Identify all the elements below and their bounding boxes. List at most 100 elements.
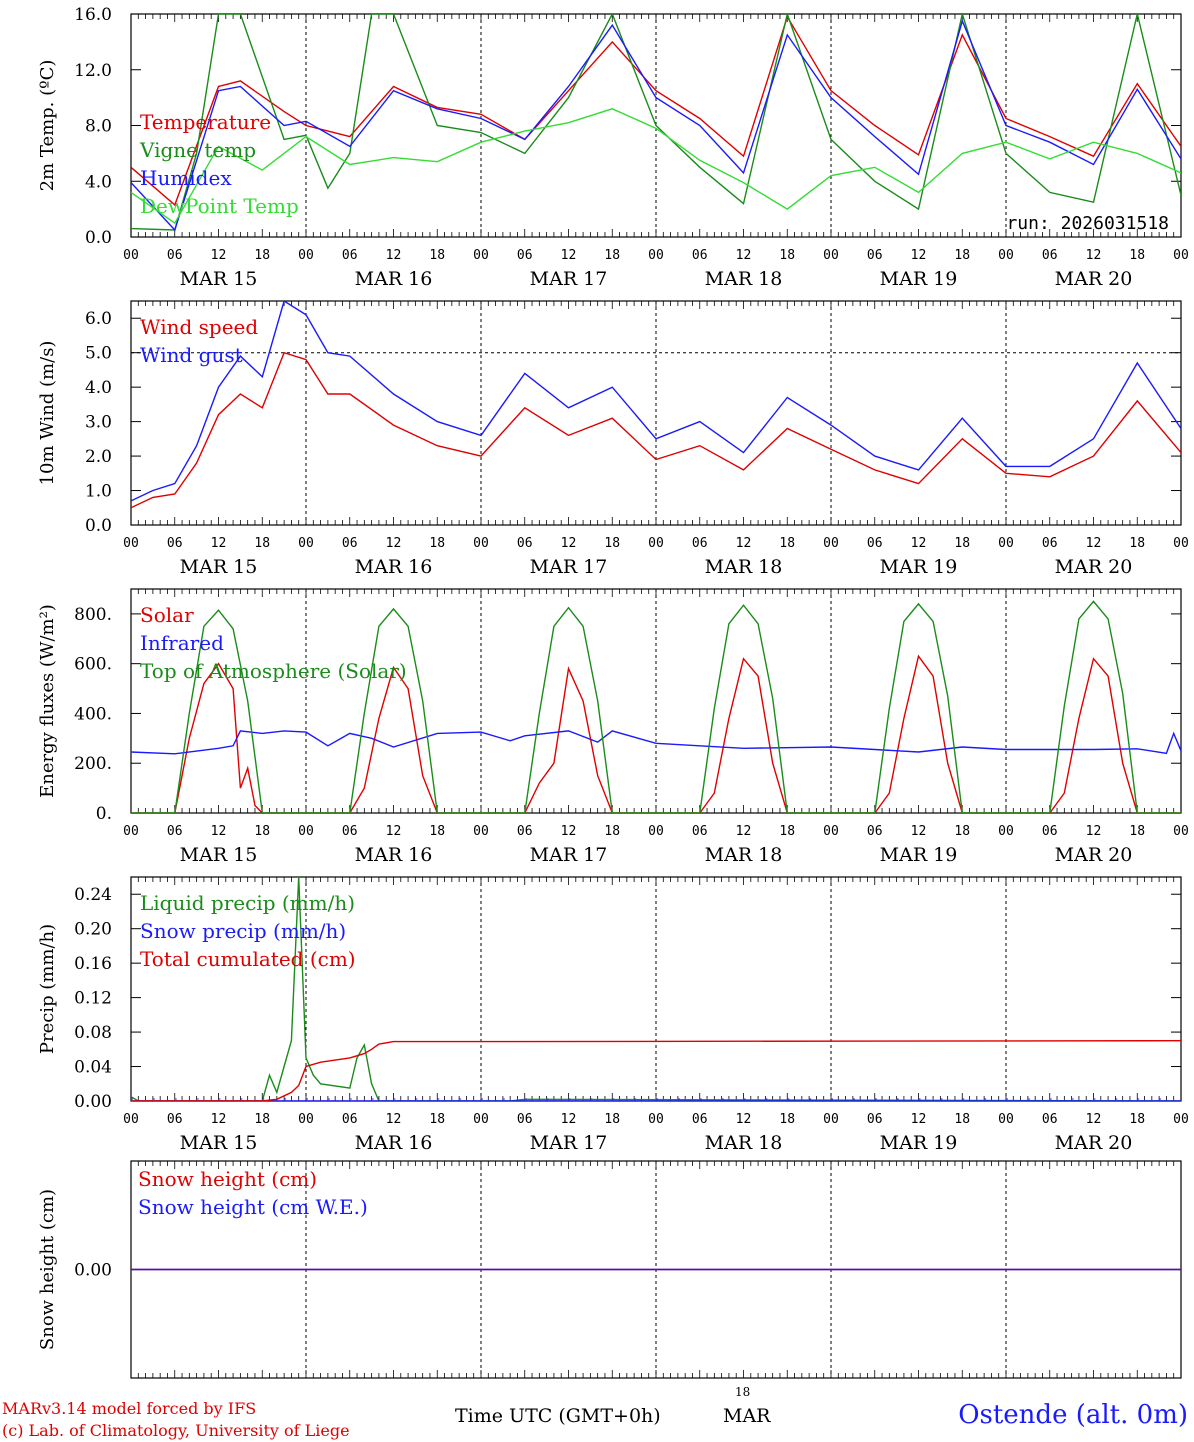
series-line-infrared bbox=[131, 730, 1181, 755]
x-tick-label: 18 bbox=[429, 824, 445, 839]
x-tick-label: 18 bbox=[254, 536, 270, 551]
x-tick-label: 00 bbox=[1173, 1112, 1189, 1127]
x-tick-label: 18 bbox=[779, 1112, 795, 1127]
legend-entry: Wind speed bbox=[140, 315, 258, 339]
x-tick-label: 06 bbox=[1042, 248, 1058, 263]
x-tick-label: 12 bbox=[386, 536, 402, 551]
y-tick-label: 0. bbox=[96, 804, 112, 824]
day-label: MAR 20 bbox=[1055, 268, 1133, 290]
y-axis-label: Energy fluxes (W/m²) bbox=[37, 604, 58, 798]
x-tick-label: 18 bbox=[779, 824, 795, 839]
legend-entry: Snow height (cm) bbox=[138, 1167, 317, 1191]
x-tick-label: 12 bbox=[1086, 1112, 1102, 1127]
x-tick-label: 06 bbox=[167, 824, 183, 839]
day-label: MAR 19 bbox=[880, 268, 958, 290]
y-tick-label: 0.12 bbox=[74, 989, 112, 1009]
x-tick-label: 00 bbox=[123, 536, 139, 551]
x-tick-label: 06 bbox=[692, 248, 708, 263]
y-tick-label: 6.0 bbox=[85, 309, 112, 329]
x-tick-label: 12 bbox=[211, 248, 227, 263]
x-tick-label: 18 bbox=[429, 248, 445, 263]
x-tick-label: 06 bbox=[692, 824, 708, 839]
series-line-dewpoint-temp bbox=[131, 108, 1181, 225]
day-label: MAR 18 bbox=[705, 268, 783, 290]
x-tick-label: 06 bbox=[167, 1112, 183, 1127]
x-tick-label: 00 bbox=[473, 824, 489, 839]
x-tick-label: 12 bbox=[561, 824, 577, 839]
y-tick-label: 400. bbox=[74, 704, 112, 724]
day-label: MAR 18 bbox=[705, 556, 783, 578]
x-tick-label: 12 bbox=[386, 824, 402, 839]
x-tick-label: 06 bbox=[342, 248, 358, 263]
day-label: MAR 16 bbox=[355, 268, 433, 290]
y-tick-label: 0.08 bbox=[74, 1023, 112, 1043]
x-tick-label: 12 bbox=[561, 536, 577, 551]
series-group bbox=[131, 14, 1181, 232]
x-tick-label: 06 bbox=[167, 248, 183, 263]
x-tick-label: 00 bbox=[823, 1112, 839, 1127]
x-tick-label: 00 bbox=[648, 824, 664, 839]
day-label: MAR 16 bbox=[355, 1132, 433, 1154]
x-tick-label: 06 bbox=[517, 248, 533, 263]
footer-month: MAR bbox=[723, 1405, 771, 1427]
panel-2: 0.0 1.0 2.0 3.0 4.0 5.0 6.0 10m Wind (m/s) 00 06 1… bbox=[37, 300, 1189, 578]
series-group bbox=[131, 301, 1181, 509]
x-tick-label: 06 bbox=[342, 1112, 358, 1127]
legend-entry: Vigne temp bbox=[139, 138, 256, 162]
y-axis-label: 2m Temp. (ºC) bbox=[37, 60, 58, 192]
legend-entry: Wind gust bbox=[140, 343, 243, 367]
x-tick-label: 00 bbox=[123, 1112, 139, 1127]
x-tick-label: 18 bbox=[779, 248, 795, 263]
panel-frame bbox=[130, 300, 1182, 526]
x-tick-label: 00 bbox=[298, 1112, 314, 1127]
legend-entry: Top of Atmosphere (Solar) bbox=[140, 659, 407, 683]
x-tick-label: 06 bbox=[692, 536, 708, 551]
x-tick-label: 06 bbox=[867, 248, 883, 263]
panel-4: 0.00 0.04 0.08 0.12 0.16 0.20 0.24 Precip (mm/h… bbox=[37, 876, 1189, 1154]
x-tick-label: 00 bbox=[298, 536, 314, 551]
x-tick-label: 00 bbox=[1173, 536, 1189, 551]
day-label: MAR 20 bbox=[1055, 556, 1133, 578]
x-tick-label: 12 bbox=[1086, 824, 1102, 839]
x-tick-label: 12 bbox=[736, 248, 752, 263]
x-tick-label: 00 bbox=[823, 536, 839, 551]
y-tick-label: 12.0 bbox=[74, 61, 112, 81]
y-tick-label: 3.0 bbox=[85, 413, 112, 433]
x-tick-label: 18 bbox=[954, 824, 970, 839]
x-tick-label: 12 bbox=[211, 536, 227, 551]
x-tick-label: 00 bbox=[823, 248, 839, 263]
footer-credits: MARv3.14 model forced by IFS (c) Lab. of… bbox=[2, 1398, 350, 1442]
x-tick-label: 12 bbox=[736, 824, 752, 839]
y-tick-label: 0.04 bbox=[74, 1058, 112, 1078]
series-line-humidex bbox=[131, 18, 1181, 232]
series-group bbox=[131, 877, 1181, 1101]
x-tick-label: 18 bbox=[954, 1112, 970, 1127]
y-tick-label: 0.00 bbox=[74, 1092, 112, 1112]
x-tick-label: 00 bbox=[298, 824, 314, 839]
x-tick-label: 12 bbox=[1086, 248, 1102, 263]
x-tick-label: 12 bbox=[561, 1112, 577, 1127]
x-tick-label: 00 bbox=[998, 536, 1014, 551]
x-tick-label: 00 bbox=[123, 824, 139, 839]
time-axis-label: Time UTC (GMT+0h) bbox=[455, 1405, 661, 1427]
x-tick-label: 18 bbox=[1129, 1112, 1145, 1127]
series-line-vigne-temp bbox=[131, 14, 1181, 231]
x-tick-label: 00 bbox=[123, 248, 139, 263]
x-tick-label: 12 bbox=[736, 1112, 752, 1127]
legend-entry: Snow height (cm W.E.) bbox=[138, 1195, 368, 1219]
footer-hour: 18 bbox=[735, 1385, 751, 1399]
panel-5: 0.00 Snow height (cm) Snow height (cm) Snow… bbox=[37, 1160, 1182, 1379]
y-tick-label: 4.0 bbox=[85, 378, 112, 398]
day-label: MAR 18 bbox=[705, 844, 783, 866]
y-axis-label: Precip (mm/h) bbox=[37, 924, 58, 1054]
series-line-solar bbox=[131, 654, 1181, 813]
y-axis-label: Snow height (cm) bbox=[37, 1189, 58, 1350]
x-tick-label: 12 bbox=[211, 824, 227, 839]
day-label: MAR 15 bbox=[180, 1132, 258, 1154]
x-tick-label: 00 bbox=[648, 536, 664, 551]
series-line-total-cumulated-cm- bbox=[131, 1039, 1181, 1101]
x-tick-label: 00 bbox=[998, 1112, 1014, 1127]
run-annotation: run: 2026031518 bbox=[1006, 213, 1169, 234]
day-label: MAR 20 bbox=[1055, 1132, 1133, 1154]
x-tick-label: 00 bbox=[1173, 248, 1189, 263]
